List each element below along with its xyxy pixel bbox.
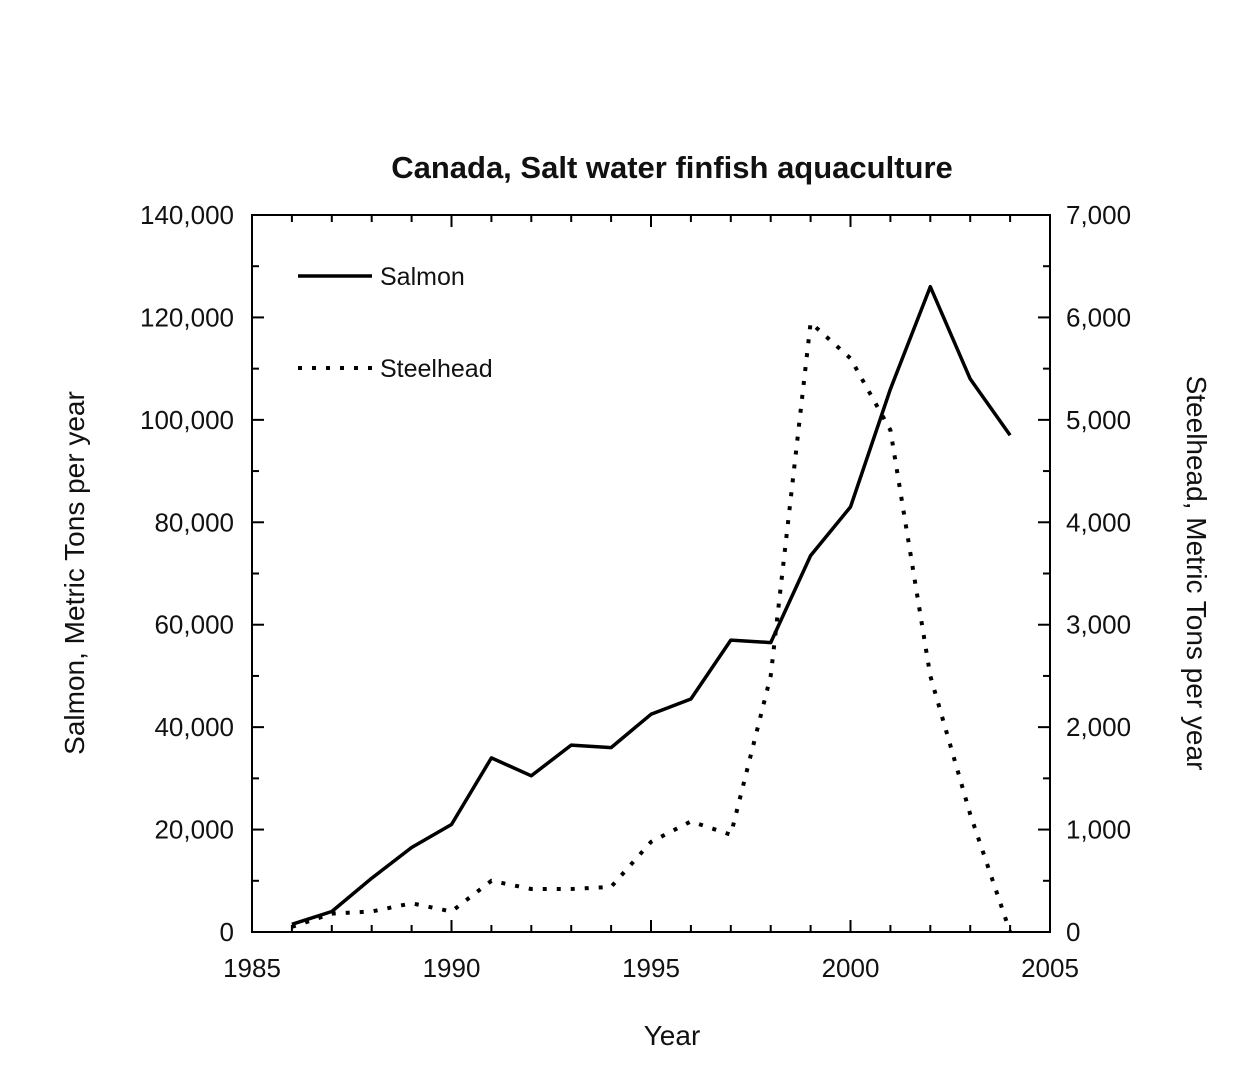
y-left-tick-label: 20,000: [154, 815, 234, 845]
x-tick-label: 2000: [822, 953, 880, 983]
y-right-tick-label: 0: [1066, 917, 1080, 947]
y-axis-right-title: Steelhead, Metric Tons per year: [1181, 376, 1212, 771]
series-line-steelhead: [291, 320, 1012, 933]
axis-ticks: [252, 215, 1050, 932]
y-right-tick-label: 1,000: [1066, 815, 1131, 845]
y-left-tick-label: 40,000: [154, 712, 234, 742]
y-right-tick-label: 2,000: [1066, 712, 1131, 742]
y-left-tick-label: 60,000: [154, 610, 234, 640]
axis-tick-labels: 1985 1990 1995 2000 2005 0 20,000 40,000 60,000 8…: [140, 200, 1131, 983]
chart-title: Canada, Salt water finfish aquaculture: [391, 150, 953, 185]
y-left-tick-label: 0: [220, 917, 234, 947]
series-layer: [291, 284, 1012, 933]
y-left-tick-label: 100,000: [140, 405, 234, 435]
plot-frame: [251, 214, 1051, 933]
y-left-tick-label: 140,000: [140, 200, 234, 230]
legend-label-salmon: Salmon: [380, 263, 465, 291]
x-tick-label: 2005: [1021, 953, 1079, 983]
series-line-salmon: [291, 284, 1012, 926]
y-left-tick-label: 120,000: [140, 302, 234, 332]
y-left-tick-label: 80,000: [154, 507, 234, 537]
legend-label-steelhead: Steelhead: [380, 355, 493, 383]
x-tick-label: 1990: [423, 953, 481, 983]
y-right-tick-label: 3,000: [1066, 610, 1131, 640]
y-right-tick-label: 7,000: [1066, 200, 1131, 230]
y-axis-left-title: Salmon, Metric Tons per year: [59, 391, 90, 755]
y-right-tick-label: 4,000: [1066, 507, 1131, 537]
x-axis-title: Year: [644, 1020, 701, 1051]
y-right-tick-label: 6,000: [1066, 302, 1131, 332]
y-right-tick-label: 5,000: [1066, 405, 1131, 435]
x-tick-label: 1995: [622, 953, 680, 983]
x-tick-label: 1985: [223, 953, 281, 983]
legend: Salmon Steelhead: [298, 263, 493, 383]
